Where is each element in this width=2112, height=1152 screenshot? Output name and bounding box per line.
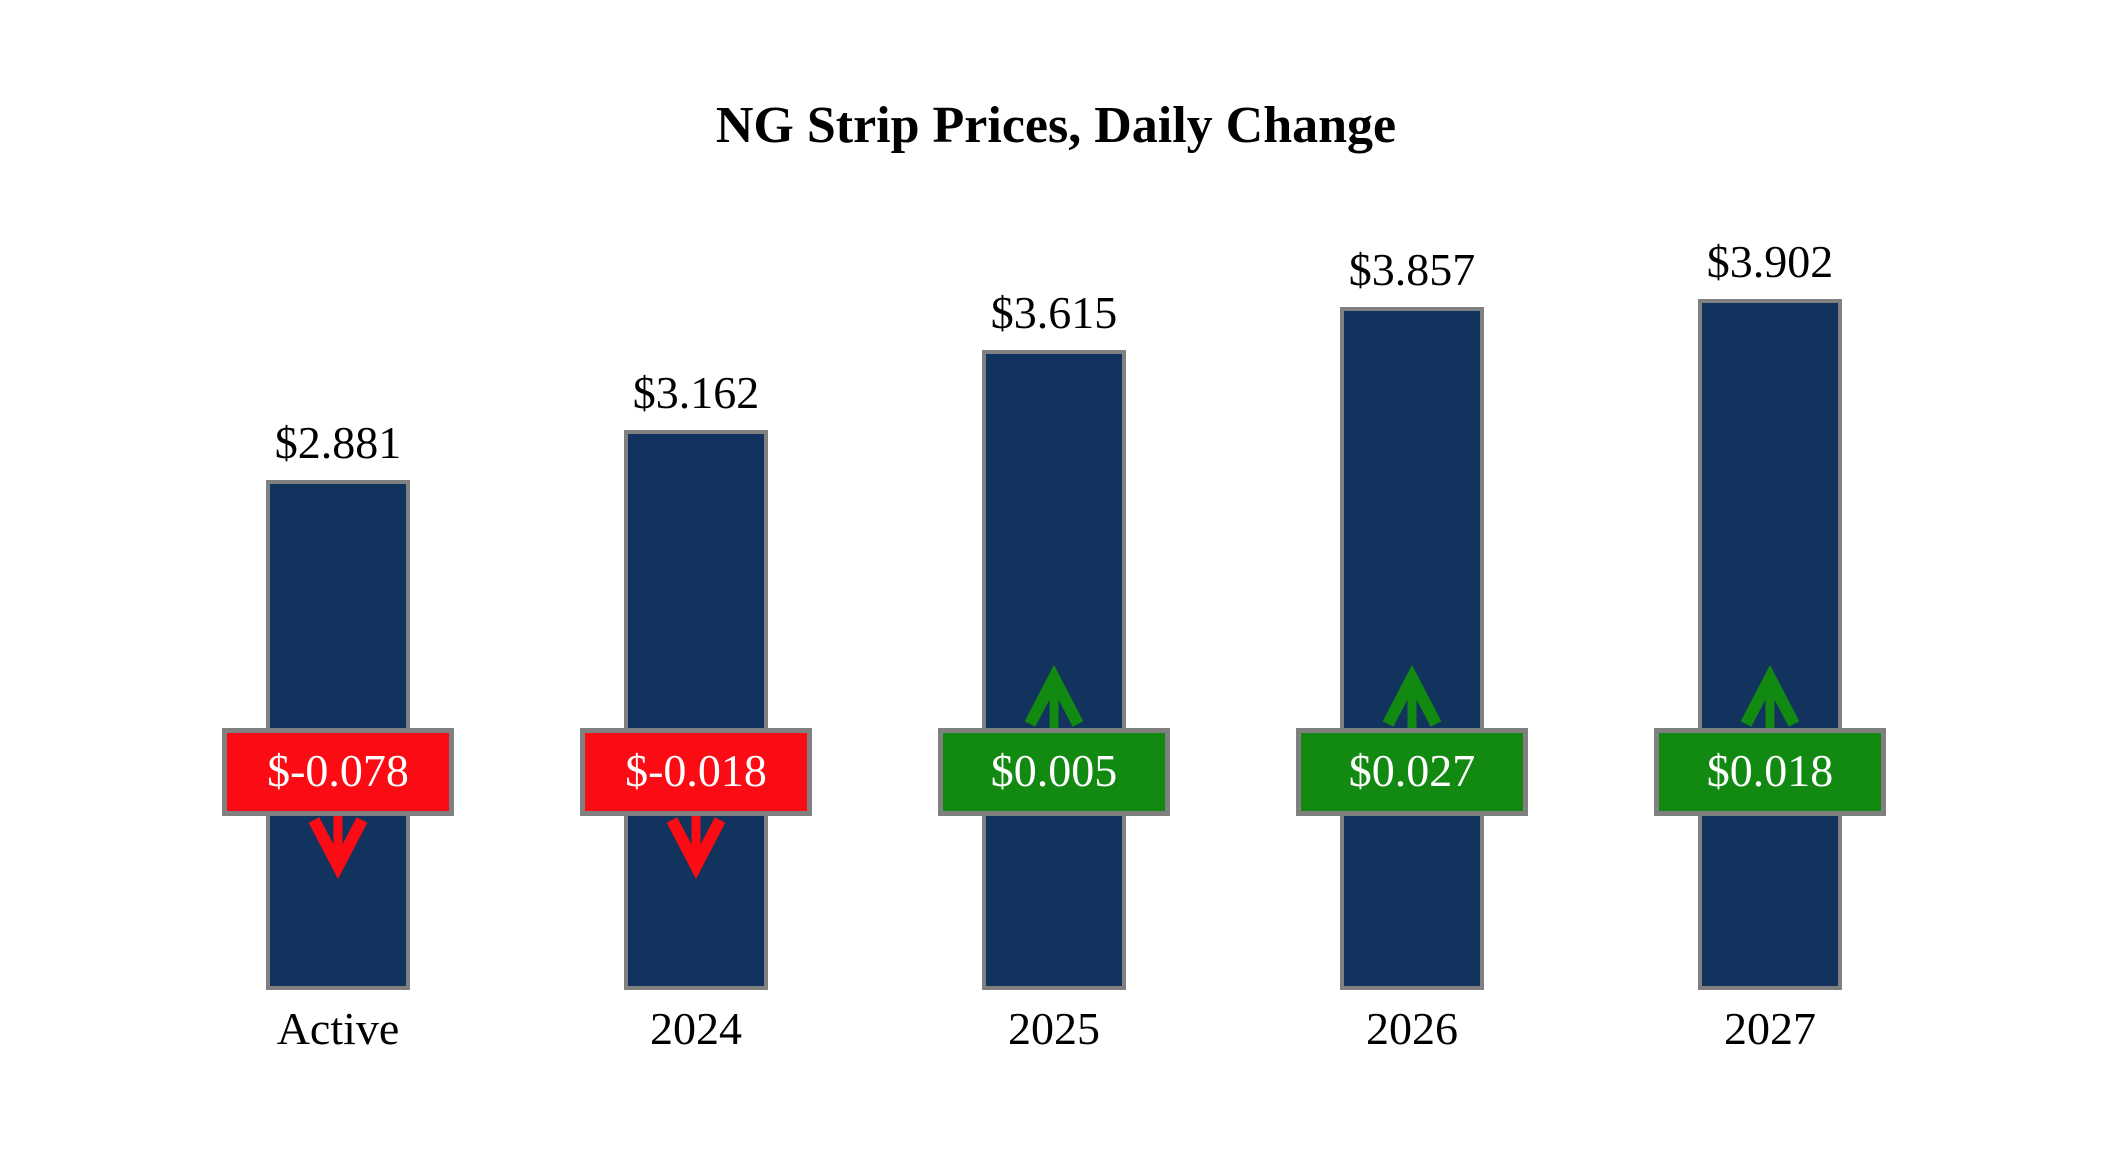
category-label: 2027 <box>1724 1003 1816 1054</box>
daily-change-badge: $0.005 <box>938 728 1170 816</box>
up-arrow-icon <box>1024 665 1084 728</box>
price-bar <box>1698 299 1842 990</box>
chart-title: NG Strip Prices, Daily Change <box>715 97 1397 154</box>
daily-change-badge: $-0.078 <box>222 728 454 816</box>
bar-value-label: $3.162 <box>632 367 760 418</box>
daily-change-badge: $-0.018 <box>580 728 812 816</box>
bar-value-label: $3.615 <box>990 287 1118 338</box>
bar-value-label: $3.857 <box>1348 244 1476 295</box>
category-label: Active <box>276 1003 400 1054</box>
up-arrow-icon <box>1382 665 1442 728</box>
daily-change-label: $0.018 <box>1706 745 1834 796</box>
daily-change-label: $-0.018 <box>625 745 767 796</box>
up-arrow-icon <box>1740 665 1800 728</box>
bar-group-2027: $3.902 $0.018 2027 <box>1654 0 1886 1152</box>
bar-group-2026: $3.857 $0.027 2026 <box>1296 0 1528 1152</box>
daily-change-badge: $0.027 <box>1296 728 1528 816</box>
daily-change-badge: $0.018 <box>1654 728 1886 816</box>
daily-change-label: $0.005 <box>990 745 1118 796</box>
price-bar <box>1340 307 1484 990</box>
daily-change-label: $0.027 <box>1348 745 1476 796</box>
bar-value-label: $2.881 <box>274 417 402 468</box>
category-label: 2025 <box>1008 1003 1100 1054</box>
price-bar <box>624 430 768 990</box>
category-label: 2024 <box>650 1003 742 1054</box>
bar-group-active: $2.881 $-0.078 Active <box>222 0 454 1152</box>
daily-change-label: $-0.078 <box>267 745 409 796</box>
bar-value-label: $3.902 <box>1706 236 1834 287</box>
bar-group-2024: $3.162 $-0.018 2024 <box>580 0 812 1152</box>
bar-group-2025: $3.615 $0.005 2025 <box>938 0 1170 1152</box>
down-arrow-icon <box>308 816 368 879</box>
down-arrow-icon <box>666 816 726 879</box>
category-label: 2026 <box>1366 1003 1458 1054</box>
